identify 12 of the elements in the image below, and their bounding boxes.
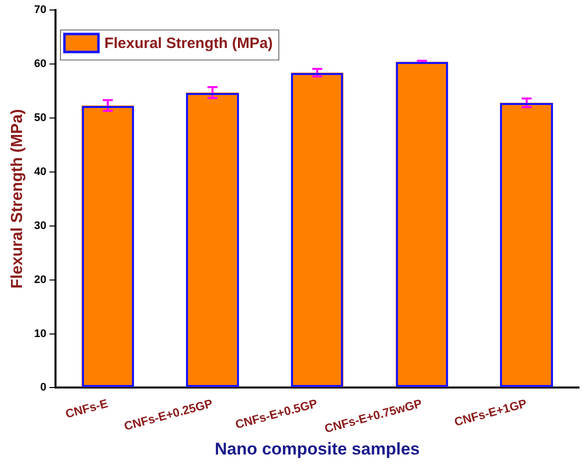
y-tick-label: 60 [34, 58, 46, 70]
y-tick-label: 70 [34, 4, 46, 16]
y-tick-label: 20 [34, 274, 46, 286]
y-tick-label: 50 [34, 112, 46, 124]
y-axis-title: Flexural Strength (MPa) [9, 109, 26, 289]
y-tick-label: 40 [34, 166, 46, 178]
legend-label: Flexural Strength (MPa) [104, 35, 273, 52]
y-tick-label: 0 [40, 382, 46, 394]
x-axis-title: Nano composite samples [214, 439, 420, 458]
x-tick-label: CNFs-E [64, 396, 110, 421]
y-tick-label: 30 [34, 220, 46, 232]
y-tick-label: 10 [34, 328, 46, 340]
